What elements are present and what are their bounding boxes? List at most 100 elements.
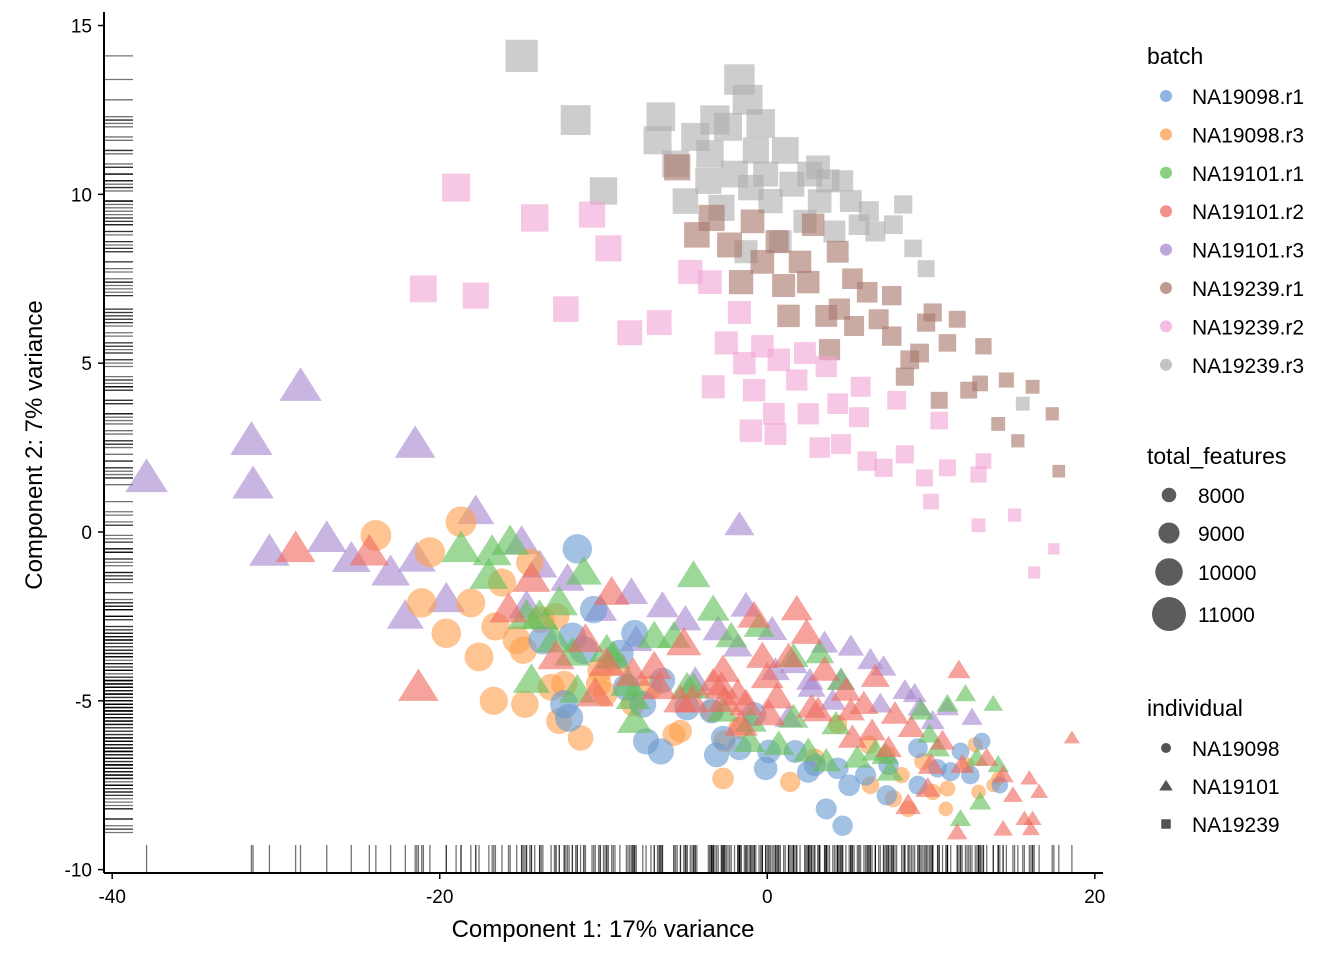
data-point [860, 663, 891, 687]
data-point [537, 639, 575, 670]
data-point [794, 342, 816, 364]
legend-swatch [1160, 282, 1172, 294]
legend-swatch [1160, 205, 1172, 218]
data-point [745, 641, 779, 668]
data-point [512, 561, 551, 592]
data-point [947, 659, 971, 679]
data-point [880, 701, 910, 724]
legend-label: 9000 [1198, 523, 1245, 546]
data-point [915, 777, 941, 797]
data-point [975, 453, 992, 469]
data-point [797, 403, 819, 425]
data-point [954, 684, 977, 702]
data-point [796, 270, 820, 294]
data-point [815, 355, 837, 378]
data-point [1011, 434, 1025, 448]
data-point [739, 419, 763, 442]
data-point [938, 801, 954, 817]
data-point [681, 122, 710, 151]
legend-batch-entries: NA19098.r1 NA19098.r3 NA19101.r1 NA19101.r2… [1160, 86, 1304, 378]
data-point [777, 304, 800, 328]
data-point [827, 393, 849, 414]
data-point [750, 661, 784, 689]
legend-label: 10000 [1198, 562, 1256, 585]
data-point [973, 732, 991, 750]
data-point [923, 303, 942, 322]
data-point [560, 105, 591, 135]
data-point [713, 112, 742, 141]
data-point [717, 232, 743, 258]
data-point [578, 201, 606, 228]
y-axis-rug [104, 55, 133, 834]
y-tick-label: 10 [71, 185, 92, 206]
legend-title-individual: individual [1147, 695, 1243, 721]
legend-swatch [1160, 166, 1172, 179]
data-point [636, 620, 672, 649]
legend-label: 11000 [1198, 604, 1255, 627]
data-point [848, 214, 870, 236]
data-point [992, 765, 1014, 783]
data-point [674, 684, 710, 713]
data-point [961, 707, 983, 725]
legend-size-swatch [1152, 597, 1186, 631]
data-point [1015, 396, 1030, 411]
data-point [1007, 508, 1022, 522]
data-point [772, 273, 796, 298]
data-point [714, 331, 738, 355]
data-point [897, 715, 926, 737]
data-point [737, 600, 772, 628]
x-tick-label: 20 [1084, 887, 1105, 908]
data-point [666, 627, 702, 656]
data-point [975, 747, 999, 766]
data-point [938, 459, 956, 477]
data-point [589, 177, 618, 205]
legend-label: NA19239.r1 [1192, 278, 1304, 301]
data-point [621, 619, 649, 647]
data-point [386, 599, 424, 629]
data-point [576, 676, 614, 707]
data-point [936, 693, 959, 712]
data-point [993, 819, 1013, 836]
data-point [998, 372, 1014, 388]
data-point [938, 334, 957, 352]
data-point [902, 682, 927, 703]
data-point [917, 723, 942, 743]
data-point [684, 222, 710, 248]
data-point [662, 723, 686, 747]
data-point [442, 173, 471, 202]
data-point [678, 259, 703, 285]
data-point [733, 351, 756, 375]
data-point [701, 375, 725, 399]
data-point [521, 599, 559, 629]
data-point [647, 738, 674, 765]
data-point [837, 634, 865, 656]
data-point [960, 381, 978, 399]
data-point [445, 506, 477, 538]
data-point [780, 594, 813, 621]
data-point [614, 656, 652, 686]
data-point [753, 161, 779, 187]
data-point [636, 650, 672, 679]
data-point [857, 451, 877, 471]
data-point [975, 338, 992, 355]
data-point [773, 642, 805, 668]
legend-swatch [1160, 128, 1172, 141]
data-point [595, 235, 622, 262]
data-point [807, 189, 832, 213]
data-point [882, 326, 902, 346]
legend-swatch [1160, 243, 1172, 256]
data-point [672, 188, 699, 214]
data-point [839, 190, 862, 213]
data-point [765, 230, 789, 254]
data-point [125, 458, 168, 493]
data-point [742, 378, 766, 402]
data-point [894, 195, 913, 214]
data-point [809, 437, 830, 458]
data-point [696, 594, 730, 621]
data-point [646, 102, 676, 131]
data-point [858, 718, 886, 741]
data-point [930, 729, 955, 750]
data-point [930, 391, 948, 409]
legend-swatch [1160, 90, 1172, 102]
